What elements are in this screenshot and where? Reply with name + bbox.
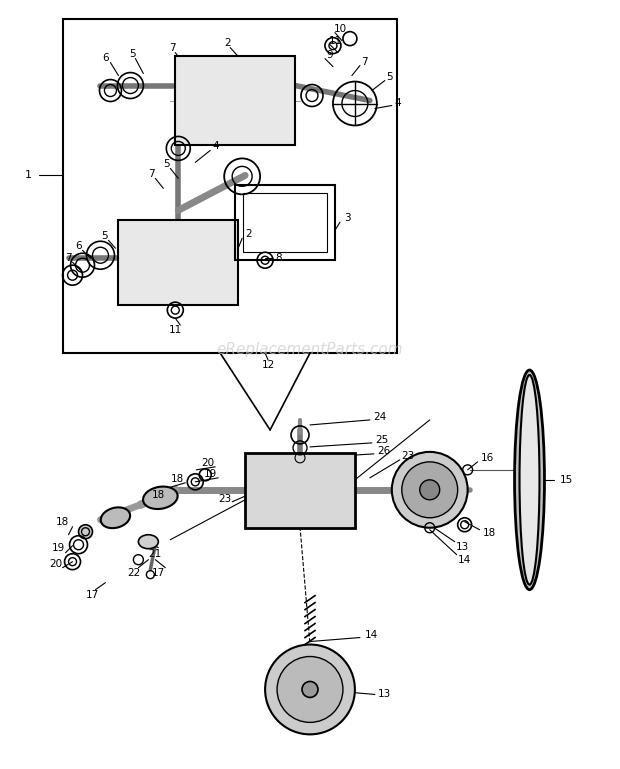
Bar — [235, 185, 335, 260]
Text: 18: 18 — [56, 517, 69, 527]
Text: 18: 18 — [483, 528, 496, 538]
Text: 12: 12 — [262, 360, 275, 370]
Text: 20: 20 — [202, 458, 215, 468]
Text: 6: 6 — [75, 241, 82, 251]
Text: 23: 23 — [401, 451, 414, 461]
Text: 1: 1 — [25, 171, 32, 181]
Text: 22: 22 — [126, 568, 140, 578]
Text: 7: 7 — [148, 169, 154, 179]
Text: 11: 11 — [329, 35, 342, 45]
Bar — [118, 220, 238, 305]
Text: 13: 13 — [456, 541, 469, 551]
Text: 5: 5 — [101, 231, 108, 241]
Text: 17: 17 — [152, 568, 165, 578]
Text: 21: 21 — [149, 549, 162, 559]
Text: 5: 5 — [129, 48, 136, 58]
Text: 23: 23 — [219, 494, 232, 504]
Text: 3: 3 — [345, 213, 351, 223]
Ellipse shape — [515, 370, 544, 590]
Text: 7: 7 — [169, 42, 175, 52]
Text: 5: 5 — [163, 159, 170, 169]
Text: 17: 17 — [86, 590, 99, 600]
Text: 24: 24 — [373, 412, 386, 422]
Bar — [175, 55, 295, 145]
Ellipse shape — [520, 375, 539, 584]
Text: 7: 7 — [65, 253, 72, 263]
Text: 18: 18 — [152, 490, 165, 500]
Circle shape — [402, 462, 458, 518]
Bar — [243, 193, 327, 252]
Text: 18: 18 — [170, 474, 184, 484]
Text: 13: 13 — [378, 690, 391, 700]
Ellipse shape — [143, 487, 178, 509]
Text: 25: 25 — [375, 435, 389, 445]
Circle shape — [302, 681, 318, 697]
Text: eReplacementParts.com: eReplacementParts.com — [216, 342, 404, 358]
Circle shape — [79, 524, 92, 539]
Text: 2: 2 — [245, 229, 252, 239]
Text: 26: 26 — [377, 446, 391, 456]
Circle shape — [420, 480, 440, 500]
Text: 6: 6 — [102, 52, 108, 62]
Bar — [245, 453, 355, 528]
Text: 15: 15 — [560, 474, 573, 484]
Text: 2: 2 — [224, 38, 231, 48]
Text: 4: 4 — [394, 98, 401, 108]
Ellipse shape — [101, 508, 130, 528]
Text: 20: 20 — [49, 558, 62, 569]
Text: 8: 8 — [275, 253, 281, 263]
Circle shape — [265, 644, 355, 734]
Text: 7: 7 — [361, 57, 368, 67]
Text: 9: 9 — [327, 49, 334, 59]
Text: 5: 5 — [386, 72, 393, 82]
Ellipse shape — [138, 534, 158, 549]
Bar — [63, 18, 397, 353]
Text: 16: 16 — [481, 453, 494, 463]
Text: 19: 19 — [203, 469, 217, 479]
Text: 14: 14 — [365, 630, 378, 640]
Text: 10: 10 — [334, 24, 347, 34]
Text: 4: 4 — [213, 141, 219, 151]
Circle shape — [392, 452, 467, 528]
Text: 19: 19 — [52, 543, 65, 553]
Circle shape — [277, 657, 343, 722]
Text: 11: 11 — [169, 325, 182, 335]
Text: 14: 14 — [458, 554, 471, 564]
